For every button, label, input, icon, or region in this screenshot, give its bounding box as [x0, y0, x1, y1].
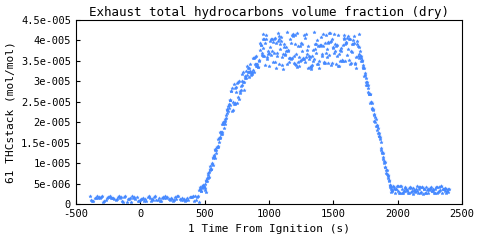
- Y-axis label: 61 THCstack (mol/mol): 61 THCstack (mol/mol): [6, 41, 15, 183]
- Title: Exhaust total hydrocarbons volume fraction (dry): Exhaust total hydrocarbons volume fracti…: [89, 6, 449, 18]
- X-axis label: 1 Time From Ignition (s): 1 Time From Ignition (s): [188, 224, 350, 234]
